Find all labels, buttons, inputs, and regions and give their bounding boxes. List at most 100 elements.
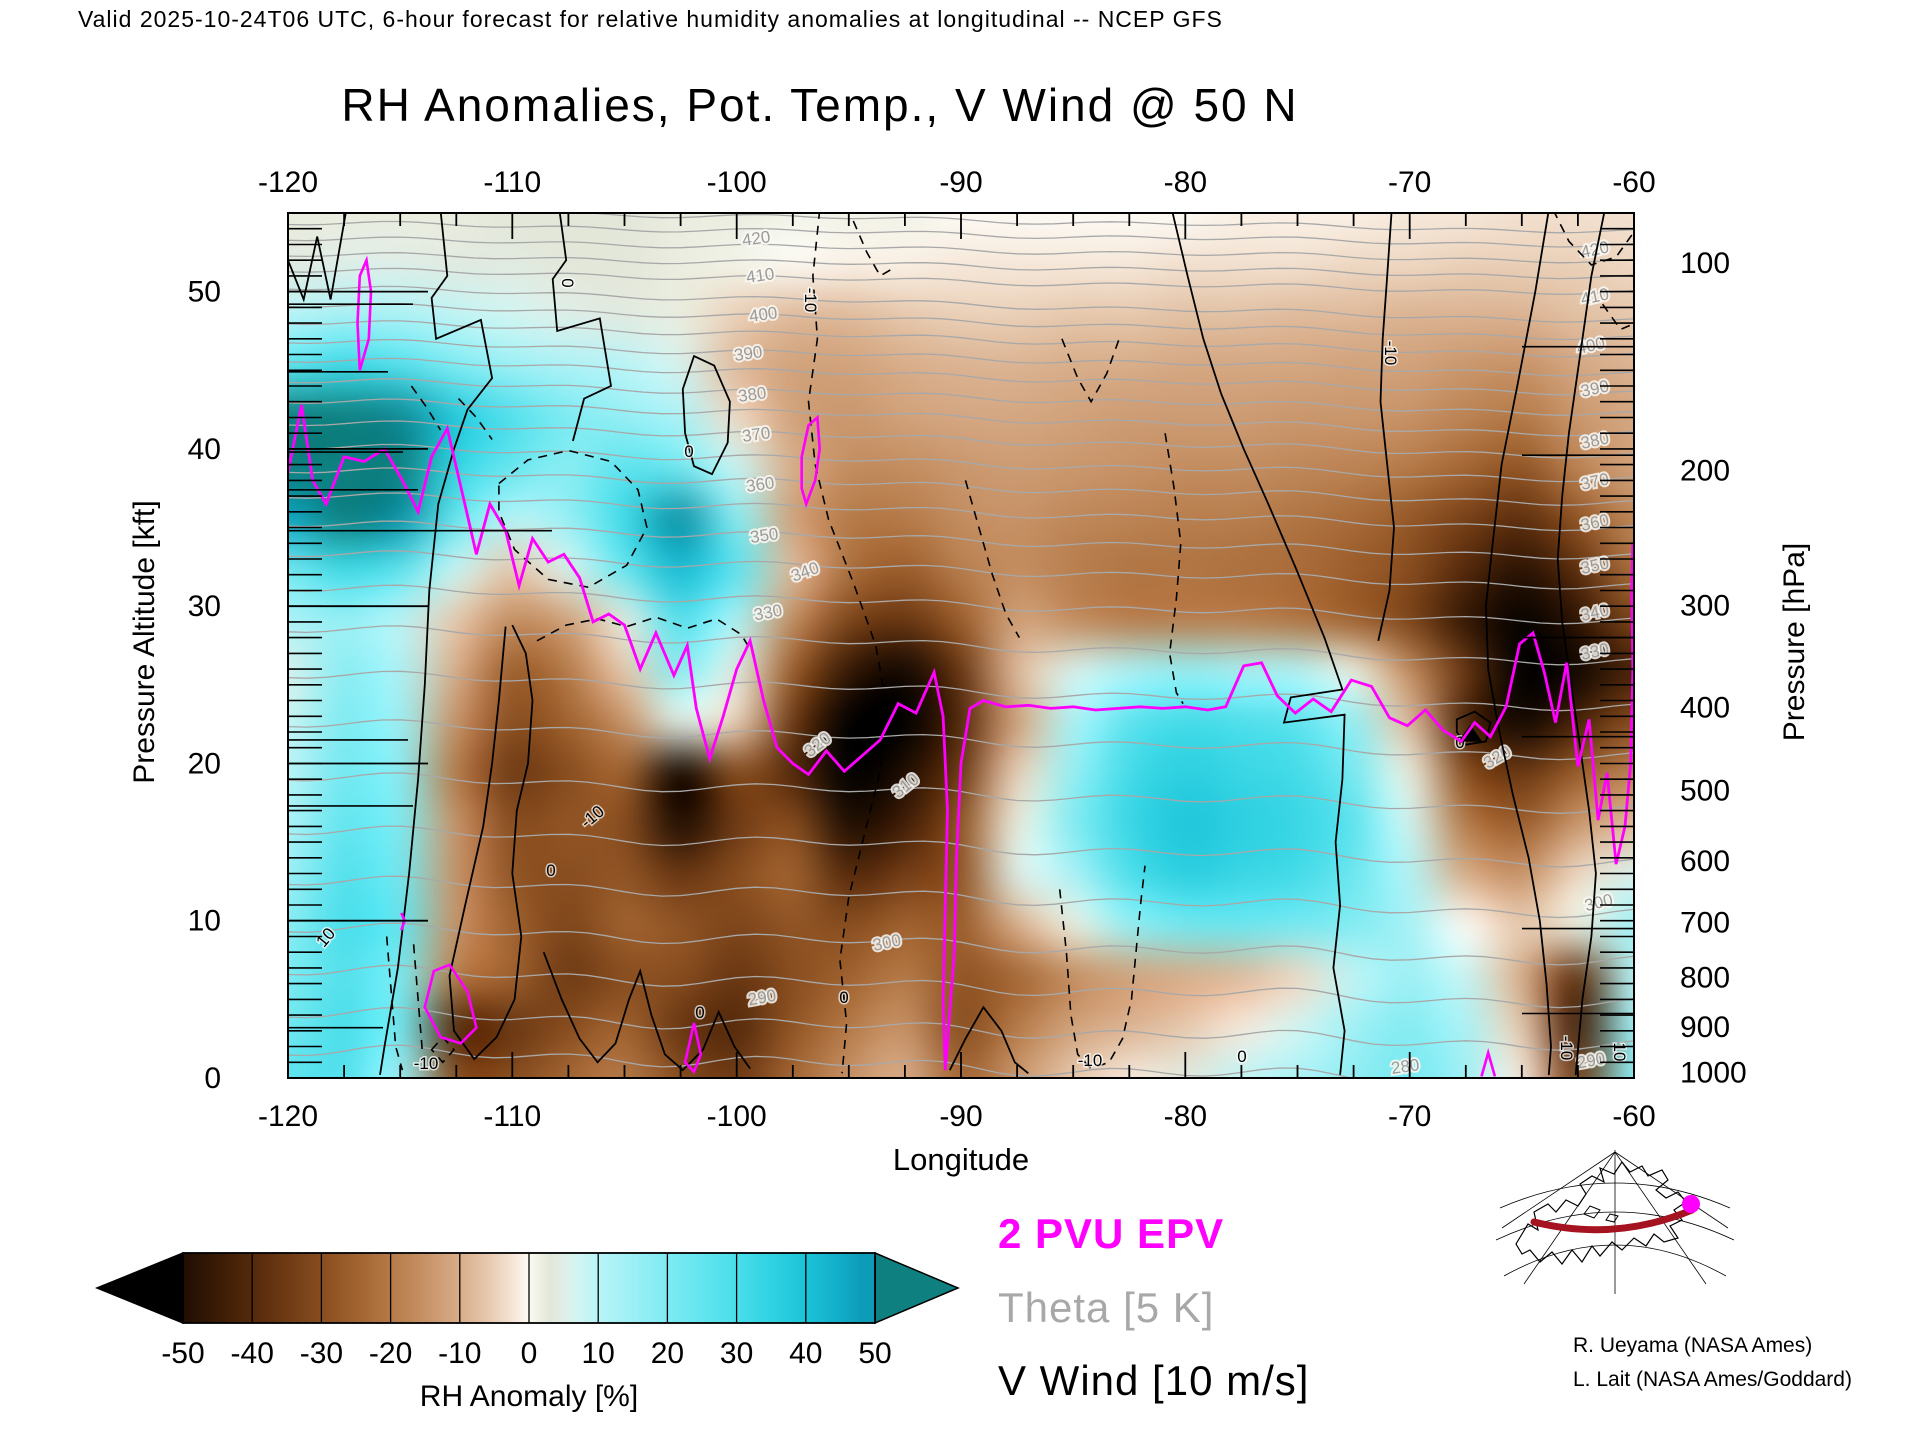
theta-label: 350 [749,524,780,547]
axis-ticks [287,213,1635,1079]
vwind-label: 0 [695,1003,704,1022]
vwind-contour-dashed-5 [1164,433,1184,705]
vwind-contour-dashed-2 [536,616,756,657]
y-left-tick-label: 20 [188,747,221,780]
colorbar-under-arrow [95,1251,184,1325]
inset-cross-section-arc [1530,1206,1696,1234]
theta-label: 300 [871,930,903,954]
theta-contour-415 [288,236,1634,264]
theta-label: 400 [748,303,779,326]
colorbar-tick-label: 0 [521,1337,538,1370]
forecast-info-line: Valid 2025-10-24T06 UTC, 6-hour forecast… [78,6,1223,32]
x-tick-label-bottom: -70 [1388,1100,1431,1133]
y-right-tick-label: 300 [1680,589,1730,622]
theta-contour-365 [288,420,1634,459]
x-tick-label-top: -90 [939,166,982,199]
theta-label: 390 [1579,376,1611,400]
inset-lakes [1583,1205,1619,1223]
pvu-loop-4 [1480,1048,1497,1077]
vwind-contour-solid-3 [681,354,731,476]
x-tick-label-top: -70 [1388,166,1431,199]
theta-label: 290 [746,986,777,1010]
colorbar-title: RH Anomaly [%] [420,1380,638,1413]
theta-label: 330 [752,601,783,625]
theta-label: 370 [1579,469,1611,493]
x-tick-label-top: -110 [483,166,541,199]
inset-graticule [1614,1151,1729,1229]
vwind-contour-dashed-8 [412,944,424,1055]
vwind-contour-solid-11 [948,1005,1029,1074]
plot-frame [287,212,1635,1079]
y-left-tick-label: 30 [188,590,221,623]
vwind-contour-dashed-9 [430,1035,456,1064]
theta-contour-295 [288,964,1634,1009]
theta-contour-400 [288,285,1634,323]
theta-contour-380 [288,357,1634,396]
vwind-label: 0 [546,861,555,880]
inset-location-dot [1682,1195,1700,1213]
vwind-label: -10 [1557,1036,1576,1061]
theta-contour-320 [288,719,1634,761]
vwind-contour-dashed-4 [1601,303,1633,331]
vwind-contour-solid-5 [1377,213,1395,641]
vwind-contour-dashed-0 [807,213,888,1074]
theta-contour-305 [288,875,1634,919]
y-right-tick-label: 700 [1680,907,1730,940]
vwind-label: 10 [1610,1043,1629,1062]
theta-label: 380 [737,383,768,406]
vwind-contour-solid-8 [448,624,534,1061]
theta-contour-405 [288,267,1634,296]
vwind-contour-dashed-14 [1061,335,1122,404]
x-tick-label-top: -60 [1612,166,1655,199]
pvu-loop-2 [683,1022,703,1075]
theta-contour-375 [288,378,1634,416]
vwind-contour-dashed-12 [852,220,895,277]
vwind-label: 0 [1237,1047,1246,1066]
x-axis-title: Longitude [892,1142,1030,1177]
y-left-tick-label: 0 [204,1062,221,1095]
colorbar-tick-label: -40 [231,1337,274,1370]
colorbar-tick-label: 20 [651,1337,684,1370]
colorbar-tick-label: 30 [720,1337,753,1370]
legend-v-wind: V Wind [10 m/s] [998,1357,1310,1404]
inset-graticule [1523,1151,1616,1285]
colorbar-tick-label: -10 [438,1337,481,1370]
theta-contour-395 [288,303,1634,341]
vwind-contour-dashed-10 [457,398,493,440]
vwind-label: -10 [1381,341,1400,366]
x-tick-label-top: -80 [1164,166,1207,199]
x-tick-label-top: -100 [707,166,767,199]
theta-label: 290 [1575,1049,1606,1073]
x-tick-label-top: -120 [258,166,318,199]
theta-label: 320 [1480,742,1514,773]
edge-wind-ticks [288,227,1634,1064]
vwind-contour-dashed-7 [385,936,404,1071]
theta-label: 410 [745,264,776,287]
inset-map [1495,1150,1735,1294]
colorbar-tick-label: -30 [300,1337,343,1370]
theta-label: 360 [745,473,776,496]
vwind-label: 10 [312,924,339,951]
theta-contour-335 [288,584,1634,625]
theta-contour-330 [288,625,1634,666]
theta-label: 330 [1579,639,1611,663]
x-tick-label-bottom: -100 [707,1100,767,1133]
vwind-contour-solid-4 [1171,213,1346,1075]
legend-pvu-epv: 2 PVU EPV [998,1210,1225,1257]
vwind-contour-dashed-6 [1058,865,1146,1070]
colorbar-tick-label: -20 [369,1337,412,1370]
inset-coastline [1515,1160,1687,1265]
credit-line-1: R. Ueyama (NASA Ames) [1573,1334,1813,1357]
vwind-label: 0 [684,442,693,461]
theta-label: 300 [1583,890,1615,915]
inset-graticule [1501,1151,1616,1229]
y-right-tick-label: 200 [1680,455,1730,488]
x-tick-label-bottom: -80 [1164,1100,1207,1133]
vwind-contour-solid-7 [1556,213,1606,1075]
theta-label: 390 [733,342,764,365]
colorbar-tick-label: 40 [789,1337,822,1370]
theta-contour-370 [288,398,1634,437]
y-right-tick-label: 600 [1680,845,1730,878]
vwind-contour-dashed-3 [1553,213,1633,266]
